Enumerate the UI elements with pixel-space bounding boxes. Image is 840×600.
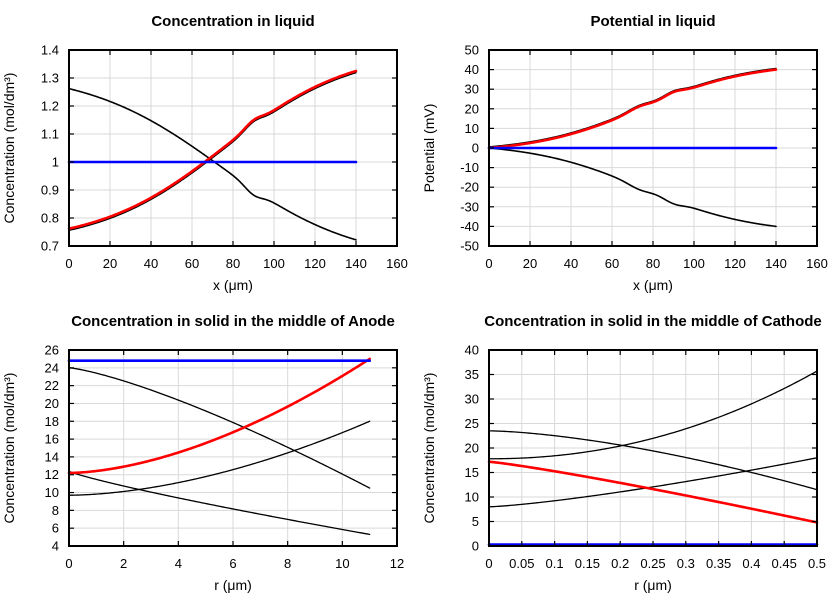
svg-text:Potential (mV): Potential (mV) [421,104,437,193]
svg-text:-30: -30 [460,199,479,214]
svg-text:40: 40 [564,256,578,271]
svg-text:140: 140 [765,256,787,271]
svg-text:20: 20 [465,441,479,456]
svg-text:x (μm): x (μm) [633,277,673,293]
svg-text:18: 18 [45,414,59,429]
svg-text:Concentration in liquid: Concentration in liquid [151,13,314,30]
svg-text:24: 24 [45,360,59,375]
svg-text:100: 100 [263,256,285,271]
svg-text:1: 1 [52,155,59,170]
svg-text:12: 12 [390,556,404,571]
svg-text:16: 16 [45,432,59,447]
svg-text:50: 50 [465,43,479,58]
svg-text:8: 8 [52,503,59,518]
svg-text:30: 30 [465,82,479,97]
svg-text:10: 10 [465,490,479,505]
svg-text:0.7: 0.7 [41,239,59,254]
svg-text:120: 120 [724,256,746,271]
svg-text:x (μm): x (μm) [213,277,253,293]
svg-text:80: 80 [226,256,240,271]
svg-text:0: 0 [472,539,479,554]
svg-text:4: 4 [52,539,59,554]
svg-text:r (μm): r (μm) [634,577,672,593]
svg-text:1.3: 1.3 [41,71,59,86]
svg-text:0.15: 0.15 [575,556,600,571]
svg-text:160: 160 [806,256,828,271]
svg-text:0: 0 [485,556,492,571]
svg-text:1.1: 1.1 [41,127,59,142]
svg-text:30: 30 [465,392,479,407]
svg-text:14: 14 [45,449,59,464]
svg-text:Potential in liquid: Potential in liquid [591,13,716,30]
svg-text:Concentration (mol/dm³): Concentration (mol/dm³) [421,373,437,524]
svg-text:-10: -10 [460,160,479,175]
svg-text:0.1: 0.1 [546,556,564,571]
svg-text:0: 0 [485,256,492,271]
svg-text:5: 5 [472,514,479,529]
svg-text:2: 2 [120,556,127,571]
svg-text:40: 40 [144,256,158,271]
svg-text:1.4: 1.4 [41,43,59,58]
svg-text:0.2: 0.2 [611,556,629,571]
svg-text:Concentration (mol/dm³): Concentration (mol/dm³) [1,373,17,524]
svg-text:35: 35 [465,367,479,382]
svg-text:15: 15 [465,465,479,480]
svg-text:26: 26 [45,343,59,358]
svg-text:140: 140 [345,256,367,271]
svg-text:6: 6 [52,521,59,536]
svg-text:0.9: 0.9 [41,183,59,198]
svg-text:10: 10 [465,121,479,136]
svg-text:0.05: 0.05 [509,556,534,571]
svg-text:0.45: 0.45 [772,556,797,571]
svg-text:0.3: 0.3 [677,556,695,571]
svg-text:120: 120 [304,256,326,271]
svg-text:0.35: 0.35 [706,556,731,571]
svg-text:0.25: 0.25 [640,556,665,571]
svg-text:0.5: 0.5 [808,556,826,571]
svg-text:0: 0 [65,556,72,571]
svg-text:-50: -50 [460,239,479,254]
svg-text:Concentration in solid in the: Concentration in solid in the middle of … [484,313,822,330]
svg-text:20: 20 [45,396,59,411]
svg-text:0: 0 [472,141,479,156]
svg-text:10: 10 [335,556,349,571]
svg-text:0.8: 0.8 [41,211,59,226]
svg-text:r (μm): r (μm) [214,577,252,593]
svg-text:10: 10 [45,485,59,500]
svg-text:160: 160 [386,256,408,271]
svg-text:80: 80 [646,256,660,271]
svg-text:20: 20 [103,256,117,271]
svg-text:60: 60 [185,256,199,271]
svg-text:22: 22 [45,378,59,393]
svg-text:8: 8 [284,556,291,571]
svg-text:25: 25 [465,416,479,431]
svg-text:20: 20 [523,256,537,271]
svg-text:100: 100 [683,256,705,271]
svg-text:20: 20 [465,101,479,116]
svg-text:Concentration in solid in the: Concentration in solid in the middle of … [71,313,395,330]
svg-text:1.2: 1.2 [41,99,59,114]
svg-text:6: 6 [229,556,236,571]
svg-text:Concentration (mol/dm³): Concentration (mol/dm³) [1,73,17,224]
svg-text:-20: -20 [460,180,479,195]
svg-text:4: 4 [175,556,182,571]
svg-text:0.4: 0.4 [742,556,760,571]
svg-text:60: 60 [605,256,619,271]
svg-text:-40: -40 [460,219,479,234]
svg-text:40: 40 [465,62,479,77]
svg-text:40: 40 [465,343,479,358]
svg-text:0: 0 [65,256,72,271]
svg-text:12: 12 [45,467,59,482]
